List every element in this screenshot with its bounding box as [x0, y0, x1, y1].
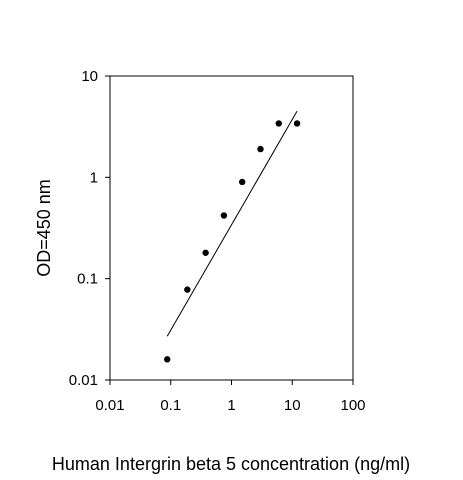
plot-frame — [109, 75, 354, 381]
y-tick-label: 0.01 — [69, 372, 98, 389]
y-tick-label: 1 — [90, 169, 98, 186]
x-tick-label: 0.1 — [160, 397, 181, 414]
data-point — [293, 120, 301, 127]
x-axis-title: Human Intergrin beta 5 concentration (ng… — [52, 454, 410, 474]
y-tick-label: 10 — [81, 68, 98, 85]
x-axis: 0.01 0.1 1 10 100 — [95, 380, 366, 414]
fit-line — [166, 110, 298, 337]
data-point — [220, 212, 228, 219]
x-tick-label: 100 — [340, 397, 365, 414]
y-axis: 0.01 0.1 1 10 — [69, 68, 110, 389]
data-point — [164, 356, 171, 363]
fit-line-group — [166, 110, 298, 337]
data-point — [275, 120, 282, 127]
data-point — [257, 145, 264, 153]
x-tick-label: 0.01 — [95, 397, 124, 414]
data-point — [202, 249, 209, 256]
y-axis-title: OD=450 nm — [34, 179, 54, 277]
data-point — [238, 178, 246, 186]
data-points — [164, 120, 301, 363]
x-tick-label: 10 — [284, 397, 301, 414]
y-tick-label: 0.1 — [77, 271, 98, 288]
x-tick-label: 1 — [227, 397, 235, 414]
data-point — [184, 286, 191, 293]
